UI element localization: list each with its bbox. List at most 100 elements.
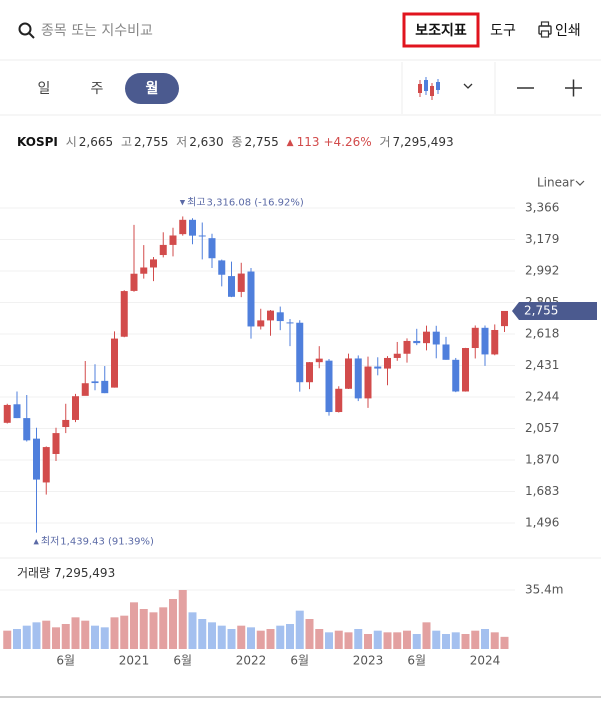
plot	[3, 216, 509, 649]
volume-bar	[295, 610, 304, 649]
y-tick-label: 3,366	[525, 201, 559, 215]
volume-bar	[169, 599, 177, 649]
candle-body	[452, 359, 460, 392]
volume-bar	[52, 627, 60, 649]
scale-chevron[interactable]	[575, 180, 585, 186]
volume-bar	[393, 632, 402, 649]
print-button[interactable]: 인쇄	[555, 23, 581, 39]
volume-bar	[432, 630, 441, 649]
x-tick-label: 6월	[173, 654, 192, 668]
candle-body	[13, 404, 21, 419]
quote-label: 시	[66, 135, 77, 149]
chart-type-chevron[interactable]	[463, 83, 473, 89]
volume-bar	[412, 634, 421, 649]
volume-bar	[130, 602, 138, 649]
candle-body	[62, 419, 70, 428]
search-icon[interactable]	[18, 22, 35, 39]
candle-body	[111, 338, 118, 388]
candle-body	[413, 340, 421, 344]
candle-body	[218, 260, 226, 275]
y-tick-label: 3,179	[525, 232, 559, 246]
candle-body	[150, 259, 157, 268]
annotation-value: 1,439.43 (91.39%)	[60, 537, 154, 548]
y-tick-label: 2,431	[525, 358, 559, 372]
highlight-box	[402, 12, 480, 48]
search-input[interactable]: 종목 또는 지수비교	[41, 23, 153, 39]
volume-bar	[256, 630, 265, 649]
quote-value: 2,665	[79, 135, 113, 149]
print-icon[interactable]	[538, 21, 552, 38]
volume-bar	[451, 632, 460, 649]
annotation-value: 3,316.08 (-16.92%)	[207, 197, 304, 208]
candle-body	[432, 331, 440, 345]
annotation-arrow: ▲	[34, 538, 40, 546]
volume-bar	[110, 617, 119, 649]
indicator-button[interactable]: 보조지표	[415, 23, 467, 39]
candle-body	[354, 358, 362, 399]
tab-day[interactable]: 일	[38, 81, 51, 97]
quote-label: 거	[379, 135, 390, 149]
quote-line: KOSPI 시 2,665 고 2,755 저 2,630 종 2,755 ▲ 113 +4…	[17, 135, 454, 149]
candle-body	[72, 396, 79, 420]
quote-label: 고	[121, 135, 132, 149]
candle-body	[384, 357, 391, 369]
candle-body	[179, 219, 187, 235]
candle-body	[189, 219, 196, 236]
candle-body	[140, 267, 148, 274]
volume-bar	[247, 627, 255, 649]
candle-body	[33, 438, 40, 480]
y-tick-label: 2,057	[525, 421, 559, 435]
tab-month[interactable]: 월	[146, 80, 159, 97]
volume-bar	[178, 590, 187, 649]
annotation-label: 최고	[187, 196, 205, 208]
candle-body	[335, 388, 343, 413]
candle-body	[491, 329, 499, 355]
candle-body	[198, 235, 206, 237]
annotation: ▲ 최저1,439.43 (91.39%)	[34, 536, 155, 548]
volume-bar	[3, 630, 12, 649]
tools-button[interactable]: 도구	[490, 23, 516, 39]
candle-body	[120, 291, 128, 337]
x-tick-label: 2024	[470, 654, 501, 668]
candle-body	[237, 273, 245, 292]
candle-body	[296, 322, 304, 383]
volume-bar	[100, 627, 109, 649]
volume-title: 거래량 7,295,493	[17, 566, 115, 580]
x-tick-label: 6월	[290, 654, 309, 668]
scale-mode[interactable]: Linear	[537, 176, 574, 190]
quote-value: 2,630	[189, 135, 223, 149]
volume-bar	[13, 629, 21, 649]
volume-bar	[217, 625, 226, 649]
x-tick-label: 2023	[353, 654, 384, 668]
volume-bar	[344, 632, 353, 649]
candle-body	[471, 327, 479, 349]
volume-bar	[71, 617, 80, 649]
volume-bar	[286, 624, 294, 649]
volume-bar	[403, 630, 411, 649]
quote-label: 종	[231, 135, 242, 149]
chart-type-icon[interactable]	[418, 77, 440, 100]
tab-week[interactable]: 주	[91, 81, 104, 97]
quote-change-pct: +4.26%	[323, 135, 371, 149]
volume-bar	[208, 622, 216, 649]
volume-bar	[149, 612, 158, 649]
candle-body	[159, 244, 167, 256]
annotation-label: 최저	[41, 536, 59, 548]
candle-body	[130, 273, 138, 291]
candle-body	[315, 358, 323, 363]
candle-body	[267, 310, 274, 321]
volume-bar	[442, 634, 450, 649]
candle-body	[276, 312, 284, 322]
volume-bar	[42, 620, 51, 649]
zoom-in[interactable]	[565, 79, 582, 97]
x-tick-label: 6월	[407, 654, 426, 668]
volume-bar	[334, 630, 343, 649]
volume-bar	[354, 629, 363, 649]
volume-bar	[198, 619, 207, 649]
volume-bar	[22, 625, 31, 649]
quote-change: 113	[297, 135, 320, 149]
x-tick-label: 2022	[236, 654, 267, 668]
candle-body	[91, 381, 99, 384]
candle-body	[228, 276, 235, 297]
